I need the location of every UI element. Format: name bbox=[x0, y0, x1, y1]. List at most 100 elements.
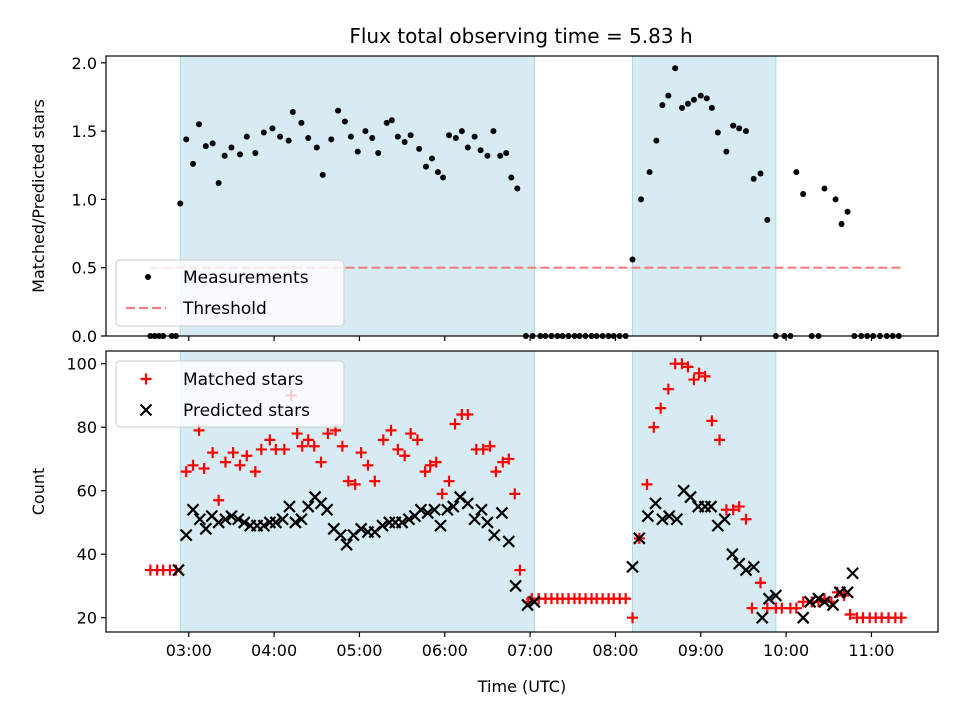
predicted-stars-point bbox=[755, 611, 769, 624]
predicted-stars-point bbox=[447, 500, 460, 513]
measurement-point bbox=[490, 128, 497, 135]
matched-stars-point bbox=[443, 475, 455, 487]
matched-stars-point bbox=[411, 434, 423, 446]
measurement-point bbox=[305, 134, 312, 141]
y-axis-label: Matched/Predicted stars bbox=[29, 99, 48, 293]
measurement-point bbox=[407, 132, 414, 139]
measurement-point bbox=[844, 208, 851, 215]
legend-matched-label: Matched stars bbox=[183, 370, 303, 390]
predicted-stars-point bbox=[434, 519, 447, 532]
matched-stars-point bbox=[322, 428, 334, 440]
predicted-stars-point bbox=[225, 509, 238, 523]
measurement-point bbox=[354, 148, 361, 155]
series-predicted-stars bbox=[172, 484, 859, 624]
predicted-stars-point bbox=[762, 592, 776, 605]
measurement-point bbox=[375, 149, 382, 156]
axes-frame bbox=[105, 350, 939, 633]
x-tick-label: 10:00 bbox=[763, 641, 809, 660]
x-tick-label: 04:00 bbox=[251, 641, 297, 660]
measurement-point bbox=[477, 147, 484, 154]
matched-stars-point bbox=[706, 415, 718, 427]
predicted-stars-point bbox=[179, 528, 193, 542]
matched-stars-point bbox=[296, 440, 308, 452]
measurement-point bbox=[383, 119, 390, 126]
matched-stars-point bbox=[514, 564, 526, 576]
measurement-point bbox=[514, 185, 521, 192]
predicted-stars-point bbox=[186, 503, 200, 517]
matched-stars-point bbox=[308, 440, 320, 452]
predicted-stars-point bbox=[402, 513, 416, 526]
measurement-point bbox=[838, 221, 845, 227]
matched-stars-point bbox=[249, 466, 261, 478]
y-axis-label: Count bbox=[29, 468, 48, 516]
matched-stars-point bbox=[655, 402, 667, 414]
matched-stars-point bbox=[497, 456, 509, 468]
predicted-stars-point bbox=[257, 519, 271, 532]
matched-stars-point bbox=[509, 488, 521, 500]
series-matched-stars bbox=[144, 358, 907, 624]
measurement-point bbox=[285, 137, 292, 144]
measurement-point bbox=[800, 190, 807, 197]
matched-stars-point bbox=[377, 434, 389, 446]
measurement-point bbox=[757, 170, 764, 177]
legend-predicted-label: Predicted stars bbox=[183, 401, 310, 421]
legend-predicted-marker bbox=[139, 403, 153, 417]
y-tick-label: 40 bbox=[77, 545, 97, 564]
measurement-point bbox=[690, 96, 697, 103]
matched-stars-point bbox=[291, 428, 303, 440]
measurement-point bbox=[440, 174, 447, 181]
predicted-stars-point bbox=[747, 560, 760, 574]
matched-stars-point bbox=[682, 361, 694, 373]
measurement-point bbox=[629, 256, 636, 263]
matched-stars-point bbox=[430, 456, 442, 468]
matched-stars-point bbox=[227, 447, 239, 459]
matched-stars-point bbox=[424, 459, 436, 471]
legend-box bbox=[115, 360, 345, 428]
measurement-point bbox=[714, 129, 721, 136]
measurement-point bbox=[497, 152, 504, 159]
measurement-point bbox=[832, 196, 839, 203]
matched-stars-point bbox=[699, 370, 711, 382]
predicted-stars-point bbox=[739, 563, 753, 577]
matched-stars-point bbox=[503, 453, 515, 465]
predicted-stars-point bbox=[219, 513, 232, 526]
measurement-point bbox=[313, 144, 320, 151]
predicted-stars-point bbox=[376, 519, 389, 532]
x-axis-label: Time (UTC) bbox=[477, 677, 566, 696]
matched-stars-point bbox=[405, 428, 417, 440]
legend-box bbox=[115, 259, 345, 327]
measurement-point bbox=[708, 104, 715, 111]
predicted-stars-point bbox=[334, 528, 347, 542]
matched-stars-point bbox=[627, 612, 639, 624]
x-tick-label: 07:00 bbox=[507, 641, 553, 660]
measurement-point bbox=[821, 185, 828, 192]
measurement-point bbox=[328, 136, 335, 143]
x-tick-label: 09:00 bbox=[678, 641, 724, 660]
measurement-point bbox=[243, 133, 250, 140]
predicted-stars-point bbox=[199, 522, 213, 536]
measurement-point bbox=[684, 100, 691, 107]
measurement-point bbox=[653, 137, 660, 144]
predicted-stars-point bbox=[670, 513, 684, 526]
measurement-point bbox=[260, 129, 267, 136]
predicted-stars-point bbox=[509, 579, 522, 593]
legend-matched-marker bbox=[140, 373, 152, 385]
predicted-stars-point bbox=[796, 611, 810, 624]
measurement-point bbox=[183, 136, 190, 143]
measurement-point bbox=[672, 65, 679, 72]
matched-stars-point bbox=[727, 504, 739, 516]
measurement-point bbox=[289, 109, 296, 115]
matched-stars-point bbox=[385, 424, 397, 436]
measurement-point bbox=[434, 169, 441, 176]
predicted-stars-point bbox=[803, 595, 817, 609]
matched-stars-point bbox=[302, 434, 314, 446]
y-tick-label: 60 bbox=[77, 482, 97, 501]
matched-stars-point bbox=[180, 466, 192, 478]
predicted-stars-point bbox=[283, 500, 296, 513]
predicted-stars-point bbox=[818, 595, 831, 609]
measurement-point bbox=[423, 163, 429, 170]
measurement-point bbox=[646, 169, 653, 176]
predicted-stars-point bbox=[846, 566, 859, 580]
predicted-stars-point bbox=[421, 506, 434, 520]
